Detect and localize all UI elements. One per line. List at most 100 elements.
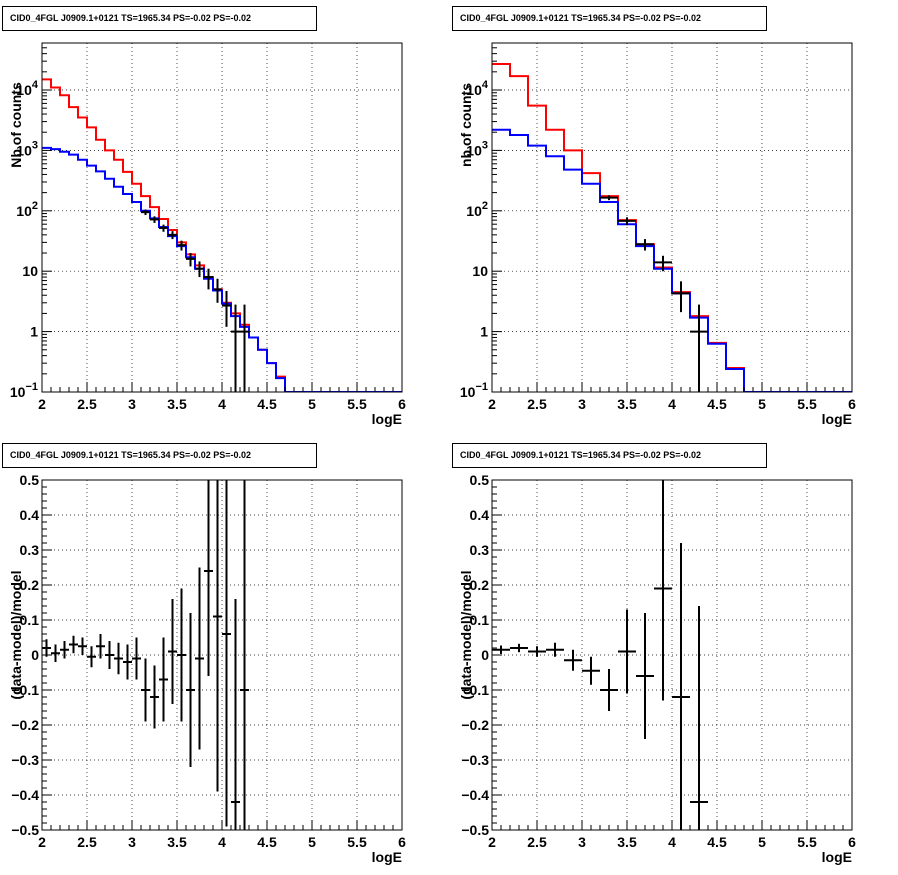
data-point bbox=[492, 645, 510, 654]
y-tick-label: −0.5 bbox=[461, 822, 489, 838]
y-tick-label: 103 bbox=[466, 139, 488, 158]
data-point bbox=[636, 613, 654, 739]
x-tick-label: 2 bbox=[488, 396, 496, 412]
y-tick-base: 10 bbox=[460, 384, 476, 400]
data-point bbox=[213, 480, 222, 792]
data-point bbox=[654, 255, 672, 272]
y-tick-label: −0.3 bbox=[11, 752, 39, 768]
x-tick-label: 4 bbox=[668, 834, 676, 850]
y-tick-label: 1 bbox=[480, 324, 488, 340]
plot-title: CID0_4FGL J0909.1+0121 TS=1965.34 PS=-0.… bbox=[460, 450, 701, 460]
data-point bbox=[672, 543, 690, 830]
title-box bbox=[452, 6, 767, 31]
x-axis-label: logE bbox=[822, 849, 852, 865]
grid bbox=[491, 479, 853, 831]
data-point bbox=[222, 291, 231, 327]
y-tick-label: 102 bbox=[16, 200, 38, 219]
plot-title: CID0_4FGL J0909.1+0121 TS=1965.34 PS=-0.… bbox=[10, 450, 251, 460]
data-point bbox=[114, 642, 123, 675]
x-tick-label: 3 bbox=[128, 396, 136, 412]
x-tick-label: 3 bbox=[578, 396, 586, 412]
y-tick-base: 10 bbox=[16, 203, 32, 219]
data-point bbox=[636, 239, 654, 251]
data-point bbox=[96, 634, 105, 659]
y-tick-label: 0 bbox=[481, 647, 489, 663]
y-tick-label: −0.2 bbox=[461, 717, 489, 733]
y-axis-label: (data-model)/model bbox=[8, 570, 24, 699]
y-tick-label: −0.5 bbox=[11, 822, 39, 838]
y-tick-base: 10 bbox=[10, 384, 26, 400]
data-point bbox=[222, 480, 231, 827]
model-source-histogram bbox=[42, 146, 402, 392]
data-point bbox=[240, 480, 249, 830]
y-tick-label: 10 bbox=[472, 263, 488, 279]
x-tick-label: 4.5 bbox=[257, 834, 277, 850]
data-point bbox=[528, 646, 546, 657]
plot-area bbox=[492, 62, 852, 392]
data-point bbox=[204, 268, 213, 290]
y-tick-label: 102 bbox=[466, 200, 488, 219]
data-point bbox=[105, 641, 114, 669]
x-tick-label: 2.5 bbox=[77, 396, 97, 412]
y-tick-label: −0.4 bbox=[11, 787, 39, 803]
data-point bbox=[690, 304, 708, 392]
y-tick-label: −0.2 bbox=[11, 717, 39, 733]
data-point bbox=[132, 637, 141, 680]
x-tick-label: 5.5 bbox=[797, 834, 817, 850]
data-point bbox=[69, 635, 78, 654]
plot-area bbox=[42, 480, 249, 830]
x-tick-label: 4.5 bbox=[707, 396, 727, 412]
data-point bbox=[168, 599, 177, 704]
x-tick-label: 4.5 bbox=[257, 396, 277, 412]
y-tick-base: 10 bbox=[466, 203, 482, 219]
title-box bbox=[2, 443, 317, 468]
x-tick-label: 6 bbox=[848, 834, 856, 850]
data-point bbox=[150, 216, 159, 223]
grid bbox=[41, 43, 403, 393]
y-axis-label: (data-model)/model bbox=[458, 570, 474, 699]
y-tick-label: 0.1 bbox=[20, 612, 40, 628]
y-tick-base: 10 bbox=[466, 82, 482, 98]
data-point bbox=[204, 480, 213, 676]
x-tick-label: 2.5 bbox=[527, 834, 547, 850]
plot-area bbox=[42, 78, 402, 392]
data-point bbox=[159, 637, 168, 722]
data-point bbox=[141, 658, 150, 722]
x-tick-label: 6 bbox=[848, 396, 856, 412]
plot-title: CID0_4FGL J0909.1+0121 TS=1965.34 PS=-0.… bbox=[460, 13, 701, 23]
data-point bbox=[177, 588, 186, 722]
x-tick-label: 4 bbox=[218, 396, 226, 412]
title-box bbox=[2, 6, 317, 31]
data-point bbox=[195, 567, 204, 750]
data-point bbox=[618, 609, 636, 694]
data-point bbox=[51, 644, 60, 662]
y-tick-exponent: −1 bbox=[25, 381, 38, 393]
x-tick-label: 4.5 bbox=[707, 834, 727, 850]
y-tick-label: 1 bbox=[30, 324, 38, 340]
y-tick-label: 10 bbox=[22, 263, 38, 279]
y-tick-label: −0.1 bbox=[461, 682, 489, 698]
x-tick-label: 5 bbox=[758, 396, 766, 412]
x-tick-label: 2 bbox=[38, 834, 46, 850]
title-box bbox=[452, 443, 767, 468]
y-tick-label: −0.4 bbox=[461, 787, 489, 803]
data-points bbox=[141, 209, 249, 392]
grid bbox=[491, 43, 853, 393]
data-point bbox=[123, 644, 132, 680]
y-tick-base: 10 bbox=[16, 82, 32, 98]
y-tick-label: 0.1 bbox=[470, 612, 490, 628]
x-tick-label: 3.5 bbox=[167, 396, 187, 412]
x-tick-label: 5 bbox=[308, 396, 316, 412]
data-point bbox=[564, 649, 582, 671]
data-point bbox=[78, 637, 87, 655]
y-tick-label: 0.3 bbox=[470, 542, 490, 558]
plot-pad-3: CID0_4FGL J0909.1+0121 TS=1965.34 PS=-0.… bbox=[2, 443, 406, 865]
y-tick-label: 0.5 bbox=[20, 472, 40, 488]
x-tick-label: 2 bbox=[38, 396, 46, 412]
data-point bbox=[213, 278, 222, 303]
x-axis-label: logE bbox=[372, 849, 402, 865]
x-tick-label: 4 bbox=[218, 834, 226, 850]
y-tick-exponent: 2 bbox=[482, 200, 488, 212]
data-points bbox=[42, 480, 249, 830]
